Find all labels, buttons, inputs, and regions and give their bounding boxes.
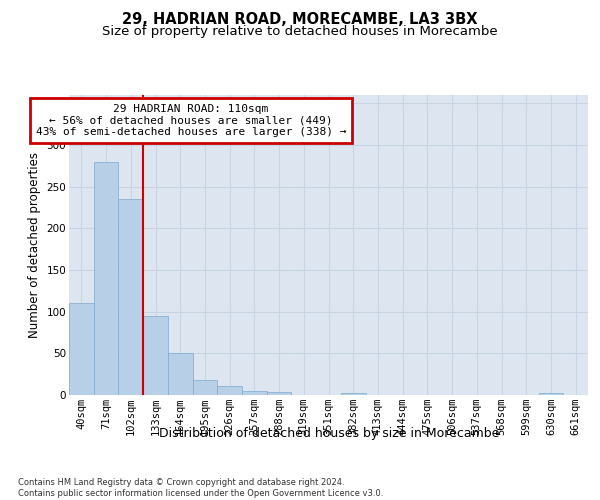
Text: Distribution of detached houses by size in Morecambe: Distribution of detached houses by size …: [158, 428, 499, 440]
Text: Size of property relative to detached houses in Morecambe: Size of property relative to detached ho…: [102, 25, 498, 38]
Bar: [341, 392, 365, 395]
Bar: [118, 199, 143, 395]
Bar: [267, 392, 292, 395]
Bar: [242, 391, 267, 395]
Bar: [168, 354, 193, 395]
Text: 29 HADRIAN ROAD: 110sqm
← 56% of detached houses are smaller (449)
43% of semi-d: 29 HADRIAN ROAD: 110sqm ← 56% of detache…: [36, 104, 346, 137]
Bar: [69, 304, 94, 395]
Text: 29, HADRIAN ROAD, MORECAMBE, LA3 3BX: 29, HADRIAN ROAD, MORECAMBE, LA3 3BX: [122, 12, 478, 28]
Bar: [143, 316, 168, 395]
Bar: [94, 162, 118, 395]
Bar: [217, 386, 242, 395]
Y-axis label: Number of detached properties: Number of detached properties: [28, 152, 41, 338]
Text: Contains HM Land Registry data © Crown copyright and database right 2024.
Contai: Contains HM Land Registry data © Crown c…: [18, 478, 383, 498]
Bar: [539, 392, 563, 395]
Bar: [193, 380, 217, 395]
